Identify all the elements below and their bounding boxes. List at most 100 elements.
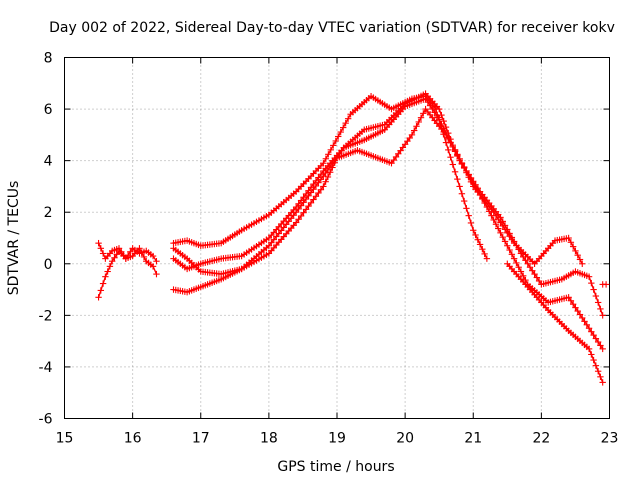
series-trace-2 [95,245,160,301]
data-point-marker [567,297,575,304]
data-point-marker [331,159,338,166]
data-point-marker [460,197,468,205]
data-point-marker [310,196,317,203]
data-point-marker [113,251,120,258]
data-point-marker [95,239,102,247]
data-point-marker [602,281,610,288]
data-point-marker [592,335,600,342]
data-point-marker [490,216,497,224]
data-point-marker [292,209,300,216]
data-point-marker [153,270,160,278]
data-point-marker [569,300,577,308]
data-point-marker [329,164,336,171]
data-point-marker [517,268,525,275]
data-point-marker [460,163,468,171]
data-point-marker [454,175,461,183]
series-line [173,92,583,270]
data-point-marker [517,250,525,257]
x-tick-label: 19 [328,431,346,447]
data-point-marker [510,238,518,245]
data-point-marker [572,247,579,255]
y-tick-label: 0 [44,257,53,273]
data-point-marker [488,212,495,219]
data-point-marker [599,345,606,353]
data-point-marker [422,95,429,102]
data-point-marker [565,234,572,242]
data-point-marker [302,195,310,203]
data-point-marker [136,245,143,252]
data-point-marker [420,110,427,117]
data-point-marker [513,259,520,267]
data-point-marker [594,338,602,346]
data-point-marker [312,193,320,200]
data-point-marker [515,264,522,271]
data-point-marker [97,287,105,294]
data-point-marker [467,219,475,227]
data-point-marker [449,143,457,151]
data-point-marker [153,258,160,265]
axis-ticks: 15 16 17 18 19 20 21 22 23 -6 -4 -2 0 2 4 6 8 [39,51,619,447]
data-point-marker [590,356,597,364]
data-point-marker [337,128,344,136]
data-point-marker [140,253,148,261]
data-point-marker [297,202,305,209]
data-point-marker [435,105,443,113]
data-point-marker [99,250,107,257]
x-tick-label: 20 [396,431,414,447]
data-point-marker [449,161,457,168]
data-point-marker [458,159,466,167]
data-point-marker [569,243,577,250]
data-point-marker [481,250,488,258]
data-point-marker [415,118,422,126]
x-axis-label: GPS time / hours [277,459,394,475]
data-point-marker [297,212,305,220]
x-tick-label: 22 [532,431,550,447]
data-point-marker [312,182,320,190]
data-point-marker [590,331,597,339]
data-point-marker [474,187,481,195]
data-point-marker [447,154,454,161]
data-point-marker [594,368,602,375]
data-point-marker [476,191,484,199]
data-point-marker [456,155,463,163]
y-tick-label: 2 [44,205,53,221]
series-line [173,108,604,350]
data-point-marker [588,328,595,335]
data-point-marker [451,168,459,176]
data-point-marker [327,146,335,154]
data-point-marker [597,305,604,313]
data-marks [95,90,610,386]
x-tick-label: 17 [192,431,210,447]
data-point-marker [522,257,529,264]
y-tick-label: -6 [39,412,53,428]
data-point-marker [501,222,509,229]
series-trace-6 [170,105,606,353]
series-trace-3 [170,92,491,262]
series-line [173,98,604,316]
data-point-marker [576,311,584,318]
data-point-marker [535,277,543,285]
data-point-marker [315,189,322,197]
series-trace-8 [599,281,610,288]
data-point-marker [472,231,479,239]
data-point-marker [594,299,602,306]
data-point-marker [579,314,586,322]
data-point-marker [411,127,418,134]
data-point-marker [481,199,488,207]
data-point-marker [295,205,302,213]
data-point-marker [465,212,472,219]
data-point-marker [445,135,452,143]
data-point-marker [533,274,541,281]
data-point-marker [463,167,470,175]
data-point-marker [597,342,604,349]
data-point-marker [510,255,518,262]
data-point-marker [438,111,445,119]
data-point-marker [585,325,593,332]
data-point-marker [335,133,342,140]
x-tick-label: 15 [56,431,74,447]
data-point-marker [300,209,307,216]
data-point-marker [599,379,606,386]
x-tick-label: 23 [601,431,619,447]
data-point-marker [97,245,105,252]
